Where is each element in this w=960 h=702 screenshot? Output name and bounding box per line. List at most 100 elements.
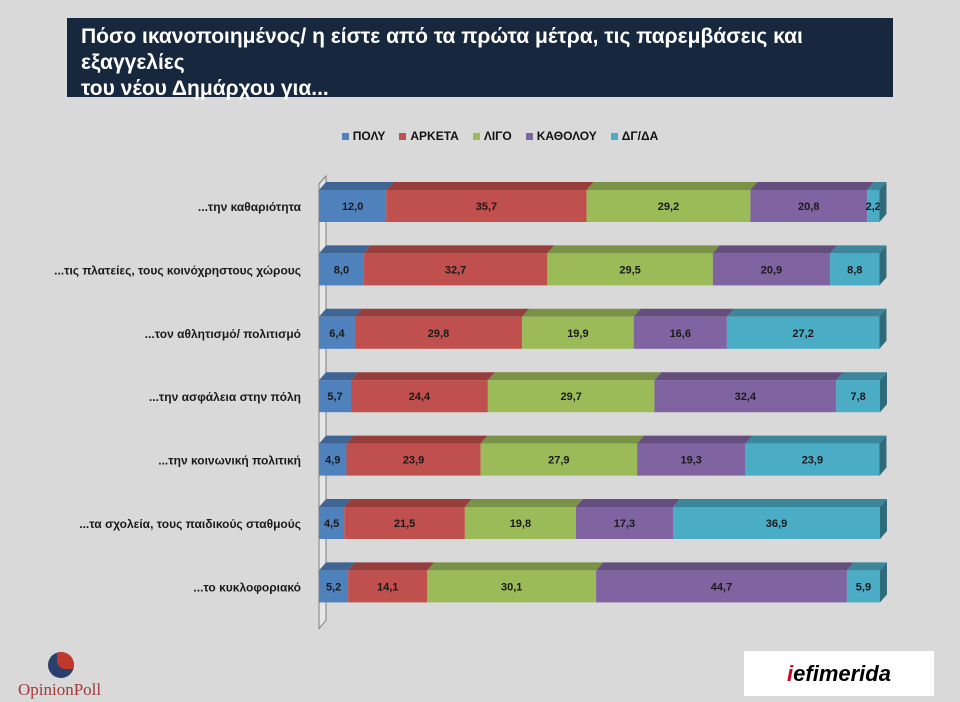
bar-segment-6-2 (427, 562, 604, 603)
bar-top-3-3 (654, 372, 844, 381)
bar-segment-2-0 (319, 308, 362, 349)
bar-front-6-4 (846, 570, 880, 603)
bar-front-5-3 (575, 507, 673, 539)
bar-segment-2-3 (633, 308, 734, 349)
bar-front-2-1 (354, 316, 523, 349)
category-label-1: ...τις πλατείες, τους κοινόχρηστους χώρο… (54, 263, 301, 277)
bar-segment-5-2 (464, 499, 583, 539)
value-label-3-4: 7,8 (850, 391, 865, 403)
bar-front-5-0 (319, 507, 345, 539)
bar-top-0-1 (386, 182, 594, 190)
value-label-5-3: 17,3 (614, 518, 635, 530)
bar-front-1-2 (547, 253, 713, 286)
bar-segment-0-4 (867, 182, 887, 222)
value-label-0-1: 35,7 (476, 201, 497, 213)
bar-front-3-4 (836, 380, 880, 413)
bar-front-1-0 (319, 253, 364, 286)
bar-side-1 (879, 245, 887, 286)
bar-top-1-2 (547, 245, 720, 254)
bar-side-2 (879, 308, 887, 349)
opinionpoll-logo-text: OpinionPoll (18, 680, 102, 699)
bar-segment-2-4 (726, 308, 887, 349)
bar-segment-3-1 (350, 372, 495, 413)
bar-segment-4-3 (637, 435, 753, 476)
bar-top-2-2 (522, 308, 641, 317)
bar-segment-5-0 (319, 499, 352, 539)
bar-front-6-0 (319, 570, 349, 603)
bar-top-5-0 (319, 499, 352, 507)
value-label-6-1: 14,1 (377, 581, 398, 593)
bar-front-4-3 (637, 443, 746, 476)
bar-top-1-3 (712, 245, 838, 254)
legend-swatch-0 (341, 132, 349, 140)
iefimerida-logo: iefimerida (744, 651, 934, 696)
value-label-3-0: 5,7 (327, 391, 342, 403)
bar-top-1-1 (363, 245, 555, 254)
iefimerida-logo-word: efimerida (793, 660, 891, 686)
bar-segment-1-1 (363, 245, 555, 286)
bar-top-3-1 (350, 372, 495, 381)
bar-top-6-4 (846, 562, 887, 571)
bar-top-3-2 (487, 372, 662, 381)
bar-segment-3-3 (654, 372, 844, 413)
bar-top-4-4 (745, 435, 887, 444)
bar-segment-6-4 (846, 562, 887, 603)
legend-item-3: ΚΑΘΟΛΟΥ (525, 129, 597, 143)
value-label-6-4: 5,9 (856, 581, 871, 593)
bar-front-3-0 (319, 380, 351, 413)
bar-front-6-3 (596, 570, 847, 603)
category-label-6: ...το κυκλοφοριακό (193, 580, 301, 594)
iefimerida-logo-i: i (787, 660, 794, 686)
bar-segment-6-0 (319, 562, 356, 603)
bar-front-3-1 (350, 380, 488, 413)
value-label-5-4: 36,9 (766, 518, 787, 530)
legend-label-0: ΠΟΛΥ (352, 129, 386, 143)
value-label-2-3: 16,6 (670, 328, 691, 340)
category-label-3: ...την ασφάλεια στην πόλη (149, 390, 301, 404)
value-label-5-2: 19,8 (510, 518, 531, 530)
legend-swatch-4 (610, 132, 618, 140)
value-label-2-4: 27,2 (792, 328, 813, 340)
legend-swatch-2 (472, 132, 480, 140)
value-label-2-2: 19,9 (567, 328, 588, 340)
bar-side-4 (879, 435, 887, 476)
bar-front-0-1 (386, 190, 587, 222)
value-label-6-2: 30,1 (501, 581, 522, 593)
bar-front-2-3 (633, 316, 727, 349)
value-label-0-3: 20,8 (798, 201, 819, 213)
value-label-1-4: 8,8 (847, 264, 862, 276)
value-label-1-2: 29,5 (619, 264, 640, 276)
opinionpoll-logo-icon (48, 652, 74, 678)
value-label-0-0: 12,0 (342, 201, 363, 213)
bar-top-3-0 (319, 372, 358, 381)
bar-side-6 (880, 562, 887, 603)
bar-top-6-1 (348, 562, 435, 571)
bar-front-5-1 (344, 507, 465, 539)
legend-item-1: ΑΡΚΕΤΑ (399, 129, 459, 143)
value-label-1-0: 8,0 (334, 264, 349, 276)
bar-top-6-3 (596, 562, 854, 571)
chart-title-line-1: Πόσο ικανοποιημένος/ η είστε από τα πρώτ… (81, 25, 803, 74)
iefimerida-logo-text: iefimerida (787, 661, 891, 687)
bar-front-1-4 (830, 253, 880, 286)
bar-top-2-3 (633, 308, 734, 317)
bar-top-5-1 (344, 499, 472, 507)
value-label-4-1: 23,9 (403, 455, 424, 467)
value-label-6-0: 5,2 (326, 581, 341, 593)
category-label-5: ...τα σχολεία, τους παιδικούς σταθμούς (79, 517, 301, 531)
bar-side-5 (880, 499, 887, 539)
value-label-5-1: 21,5 (394, 518, 415, 530)
bar-front-6-2 (427, 570, 597, 603)
bar-front-2-0 (319, 316, 355, 349)
bar-top-0-0 (319, 182, 394, 190)
chart-title-line-2: του νέου Δημάρχου για... (81, 77, 329, 100)
category-label-4: ...την κοινωνική πολιτική (158, 454, 301, 468)
bar-front-5-2 (464, 507, 576, 539)
legend-label-4: ΔΓ/ΔΑ (621, 129, 659, 143)
bar-segment-6-1 (348, 562, 435, 603)
bar-front-4-2 (480, 443, 638, 476)
bar-side-0 (879, 182, 887, 222)
bar-top-6-0 (319, 562, 356, 571)
bar-segment-0-2 (586, 182, 758, 222)
bar-segment-3-2 (487, 372, 662, 413)
